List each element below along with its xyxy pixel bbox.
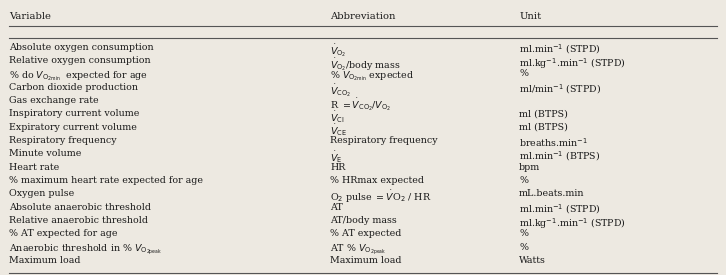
Text: Variable: Variable	[9, 12, 51, 21]
Text: Carbon dioxide production: Carbon dioxide production	[9, 82, 138, 92]
Text: ml.min$^{-1}$ (STPD): ml.min$^{-1}$ (STPD)	[519, 43, 601, 56]
Text: %: %	[519, 229, 528, 238]
Text: mL.beats.min: mL.beats.min	[519, 189, 584, 198]
Text: $\dot{V}_{\mathrm{CO_2}}$: $\dot{V}_{\mathrm{CO_2}}$	[330, 82, 351, 99]
Text: Relative anaerobic threshold: Relative anaerobic threshold	[9, 216, 147, 225]
Text: % $V_{\mathrm{O_{2min}}}$ expected: % $V_{\mathrm{O_{2min}}}$ expected	[330, 69, 415, 83]
Text: Heart rate: Heart rate	[9, 163, 59, 172]
Text: Anaerobic threshold in % $V_{\mathrm{O_{2peak}}}$: Anaerobic threshold in % $V_{\mathrm{O_{…	[9, 243, 162, 257]
Text: $\dot{V}_{\mathrm{O_2}}$/body mass: $\dot{V}_{\mathrm{O_2}}$/body mass	[330, 56, 401, 73]
Text: ml/min$^{-1}$ (STPD): ml/min$^{-1}$ (STPD)	[519, 82, 601, 96]
Text: Watts: Watts	[519, 256, 546, 265]
Text: ml.min$^{-1}$ (BTPS): ml.min$^{-1}$ (BTPS)	[519, 149, 600, 163]
Text: %: %	[519, 243, 528, 252]
Text: bpm: bpm	[519, 163, 540, 172]
Text: Inspiratory current volume: Inspiratory current volume	[9, 109, 139, 118]
Text: ml.kg$^{-1}$.min$^{-1}$ (STPD): ml.kg$^{-1}$.min$^{-1}$ (STPD)	[519, 56, 626, 71]
Text: HR: HR	[330, 163, 346, 172]
Text: Oxygen pulse: Oxygen pulse	[9, 189, 74, 198]
Text: breaths.min$^{-1}$: breaths.min$^{-1}$	[519, 136, 588, 148]
Text: Expiratory current volume: Expiratory current volume	[9, 123, 136, 132]
Text: AT: AT	[330, 203, 343, 212]
Text: AT % $V_{\mathrm{O_{2peak}}}$: AT % $V_{\mathrm{O_{2peak}}}$	[330, 243, 387, 257]
Text: %: %	[519, 176, 528, 185]
Text: % HRmax expected: % HRmax expected	[330, 176, 424, 185]
Text: $\dot{V}_{\mathrm{O_2}}$: $\dot{V}_{\mathrm{O_2}}$	[330, 43, 347, 59]
Text: % AT expected for age: % AT expected for age	[9, 229, 117, 238]
Text: ml (BTPS): ml (BTPS)	[519, 123, 568, 132]
Text: Respiratory frequency: Respiratory frequency	[9, 136, 116, 145]
Text: Respiratory frequency: Respiratory frequency	[330, 136, 438, 145]
Text: % do $V_{\mathrm{O_{2min}}}$  expected for age: % do $V_{\mathrm{O_{2min}}}$ expected fo…	[9, 69, 147, 83]
Text: Minute volume: Minute volume	[9, 149, 81, 158]
Text: ml (BTPS): ml (BTPS)	[519, 109, 568, 118]
Text: ml.min$^{-1}$ (STPD): ml.min$^{-1}$ (STPD)	[519, 203, 601, 216]
Text: ml.kg$^{-1}$.min$^{-1}$ (STPD): ml.kg$^{-1}$.min$^{-1}$ (STPD)	[519, 216, 626, 231]
Text: Gas exchange rate: Gas exchange rate	[9, 96, 98, 105]
Text: O$_2$ pulse $=\dot{V}$O$_2$ / HR: O$_2$ pulse $=\dot{V}$O$_2$ / HR	[330, 189, 432, 205]
Text: %: %	[519, 69, 528, 78]
Text: $\dot{V}_{\mathrm{E}}$: $\dot{V}_{\mathrm{E}}$	[330, 149, 343, 165]
Text: $\dot{V}_{\mathrm{CE}}$: $\dot{V}_{\mathrm{CE}}$	[330, 123, 347, 138]
Text: % AT expected: % AT expected	[330, 229, 401, 238]
Text: $\dot{V}_{\mathrm{CI}}$: $\dot{V}_{\mathrm{CI}}$	[330, 109, 345, 125]
Text: % maximum heart rate expected for age: % maximum heart rate expected for age	[9, 176, 203, 185]
Text: Maximum load: Maximum load	[330, 256, 401, 265]
Text: Relative oxygen consumption: Relative oxygen consumption	[9, 56, 150, 65]
Text: Absolute anaerobic threshold: Absolute anaerobic threshold	[9, 203, 151, 212]
Text: Maximum load: Maximum load	[9, 256, 80, 265]
Text: AT/body mass: AT/body mass	[330, 216, 397, 225]
Text: Absolute oxygen consumption: Absolute oxygen consumption	[9, 43, 153, 52]
Text: Unit: Unit	[519, 12, 541, 21]
Text: R $=\dot{V}_{\mathrm{CO_2}}/V_{\mathrm{O_2}}$: R $=\dot{V}_{\mathrm{CO_2}}/V_{\mathrm{O…	[330, 96, 391, 112]
Text: Abbreviation: Abbreviation	[330, 12, 396, 21]
